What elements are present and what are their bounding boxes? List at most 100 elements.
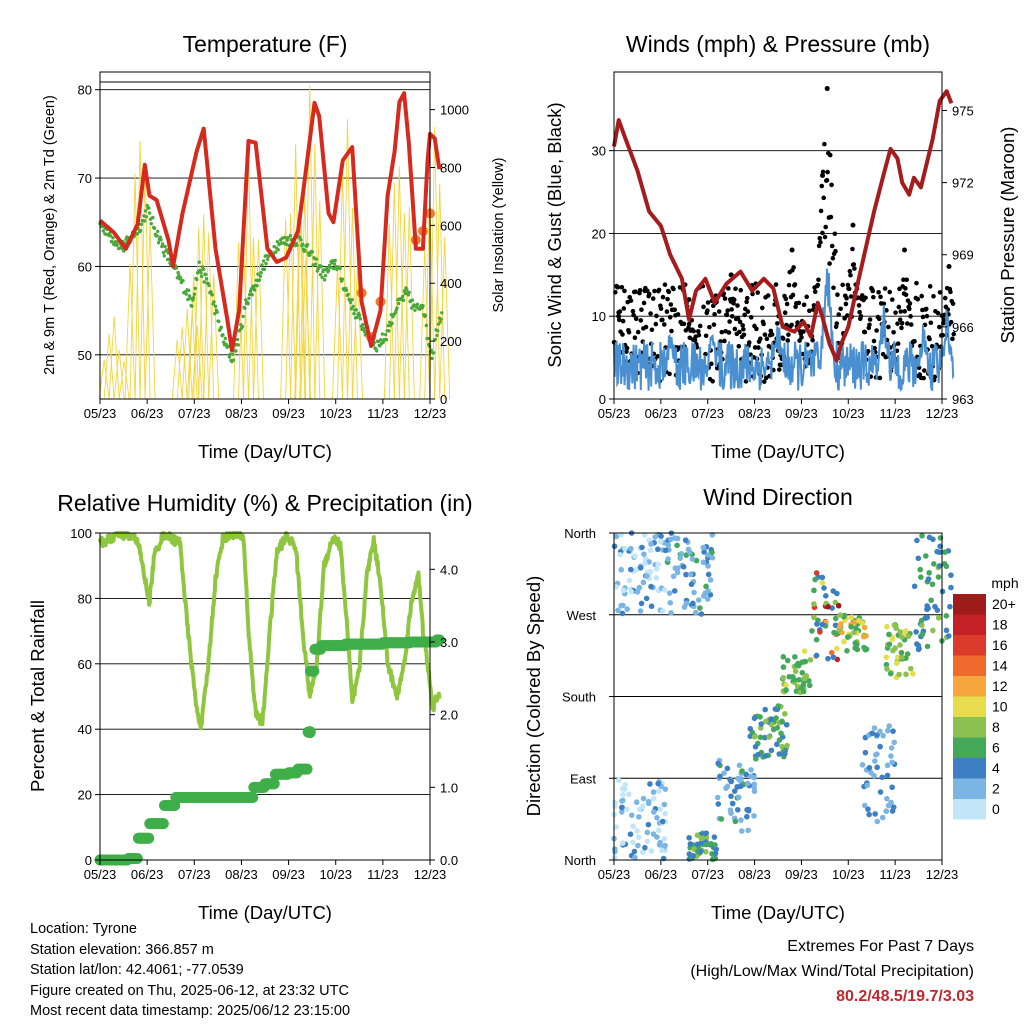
gust-point [833, 248, 838, 254]
direction-point [615, 607, 621, 614]
dewpoint-point [187, 288, 191, 293]
direction-point [620, 587, 627, 594]
direction-point [655, 561, 662, 568]
gust-point [624, 349, 629, 354]
direction-point [884, 666, 890, 672]
direction-point [639, 544, 645, 551]
dewpoint-point [436, 329, 440, 333]
gust-point [744, 299, 749, 305]
gust-point [665, 296, 670, 302]
dewpoint-point [219, 325, 223, 330]
direction-point [799, 669, 806, 676]
direction-point [718, 816, 725, 822]
direction-point [851, 629, 857, 636]
direction-point [628, 588, 635, 595]
dewpoint-point [115, 243, 119, 248]
elevation-text: Station elevation: 366.857 m [30, 941, 214, 958]
direction-point [659, 608, 666, 614]
dewpoint-point [113, 240, 118, 244]
solar-spike [118, 361, 130, 400]
direction-point [796, 676, 802, 683]
direction-point [653, 575, 660, 581]
direction-point [668, 610, 674, 616]
direction-point [686, 834, 692, 841]
direction-point [688, 581, 695, 588]
gust-point [764, 336, 770, 342]
gust-point [711, 322, 717, 327]
chart-title: Relative Humidity (%) & Precipitation (i… [57, 490, 472, 516]
direction-point [644, 829, 651, 836]
solar-spike [314, 201, 326, 400]
solar-spike [434, 183, 446, 400]
dewpoint-point [204, 272, 208, 277]
dewpoint-point [405, 288, 409, 292]
direction-point [755, 751, 762, 758]
gust-point [865, 348, 871, 354]
gust-peak [616, 313, 622, 319]
direction-point [745, 827, 751, 834]
direction-point [757, 734, 764, 741]
legend-label: 12 [992, 678, 1008, 694]
y2-tick-label: 972 [952, 176, 974, 191]
direction-point [917, 566, 924, 573]
solar-spike [233, 242, 244, 400]
gust-point [630, 308, 636, 314]
dewpoint-point [231, 358, 236, 362]
y-tick-label: 30 [592, 144, 606, 159]
direction-point [866, 811, 872, 818]
gust-peak [902, 247, 908, 253]
gust-point [716, 309, 722, 314]
gust-point [882, 286, 888, 291]
direction-point [618, 566, 625, 573]
direction-point [862, 749, 869, 756]
dewpoint-point [159, 238, 163, 242]
temp2m-line [98, 91, 442, 353]
dewpoint-point [138, 228, 143, 233]
dewpoint-point [255, 283, 259, 288]
x-tick-label: 05/23 [598, 406, 631, 421]
gust-point [735, 316, 741, 321]
x-tick-label: 07/23 [691, 406, 724, 421]
direction-point [871, 772, 877, 779]
x-tick-label: 11/23 [367, 867, 399, 882]
direction-point [632, 553, 638, 559]
gust-point [637, 287, 643, 293]
direction-point [936, 563, 943, 569]
legend-swatch [953, 614, 986, 635]
direction-point [714, 794, 721, 801]
gust-point [893, 310, 898, 315]
direction-point [650, 789, 657, 795]
gust-point [812, 289, 818, 295]
dewpoint-point [407, 290, 411, 295]
gust-point [908, 314, 913, 319]
dewpoint-point [300, 242, 305, 246]
dewpoint-point [430, 356, 434, 361]
gust-point [793, 304, 798, 310]
dewpoint-point [213, 311, 217, 316]
gust-point [881, 301, 887, 307]
direction-point [619, 786, 626, 792]
dewpoint-point [176, 270, 180, 275]
direction-point [918, 617, 925, 624]
y2-tick-label: 966 [952, 320, 974, 335]
dewpoint-point [413, 308, 417, 312]
direction-point [814, 621, 820, 627]
y-tick-label: 60 [78, 657, 92, 672]
gust-point [666, 289, 672, 295]
dewpoint-point [286, 235, 290, 240]
x-tick-label: 12/23 [414, 406, 447, 421]
direction-point [613, 533, 620, 540]
gust-point [903, 286, 908, 291]
legend-swatch [953, 778, 986, 799]
gust-point [901, 277, 906, 283]
direction-point [925, 576, 932, 582]
direction-point [650, 809, 657, 815]
x-tick-label: 06/23 [645, 406, 678, 421]
dewpoint-point [135, 232, 140, 236]
legend-swatch [953, 799, 986, 820]
direction-point [701, 549, 707, 555]
direction-point [773, 715, 779, 721]
direction-point [848, 623, 854, 630]
gust-point [691, 328, 697, 334]
chart-title: Winds (mph) & Pressure (mb) [626, 31, 930, 57]
